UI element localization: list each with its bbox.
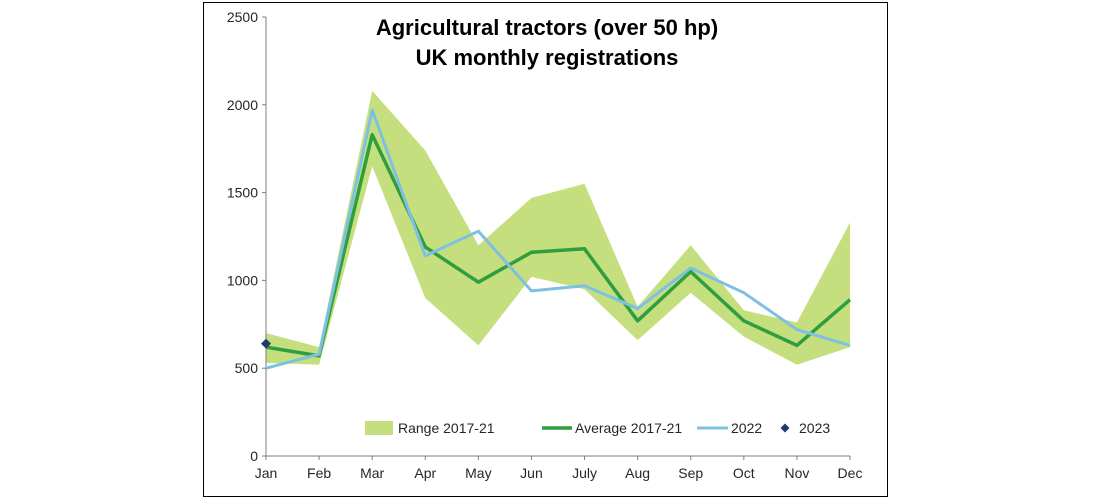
y-tick-label: 2500 [227, 9, 258, 25]
y-tick-label: 500 [235, 360, 259, 376]
x-tick-label: Mar [360, 465, 384, 481]
x-tick-label: Nov [784, 465, 809, 481]
legend-label-range: Range 2017-21 [398, 420, 495, 436]
legend-label-2022: 2022 [731, 420, 762, 436]
x-tick-label: Jan [255, 465, 278, 481]
y-tick-label: 2000 [227, 97, 258, 113]
x-tick-label: Jun [520, 465, 543, 481]
x-tick-label: Feb [307, 465, 331, 481]
legend-swatch-range [365, 421, 393, 435]
legend-swatch-2023 [780, 423, 790, 433]
chart-title-line-2: UK monthly registrations [416, 45, 679, 70]
x-tick-label: May [465, 465, 491, 481]
x-tick-label: Oct [733, 465, 755, 481]
x-tick-label: Aug [625, 465, 650, 481]
y-tick-label: 1000 [227, 272, 258, 288]
x-tick-label: Dec [838, 465, 863, 481]
y-tick-label: 0 [250, 448, 258, 464]
legend-label-average: Average 2017-21 [575, 420, 682, 436]
y-tick-label: 1500 [227, 185, 258, 201]
chart-title-line-1: Agricultural tractors (over 50 hp) [376, 15, 718, 40]
series-line-2022 [265, 108, 851, 370]
point-2023 [261, 338, 271, 349]
series-line-average-2017-21 [265, 132, 852, 358]
legend-label-2023: 2023 [799, 420, 830, 436]
x-tick-label: July [572, 465, 597, 481]
range-band [266, 90, 850, 365]
x-tick-label: Sep [678, 465, 703, 481]
x-tick-label: Apr [414, 465, 436, 481]
